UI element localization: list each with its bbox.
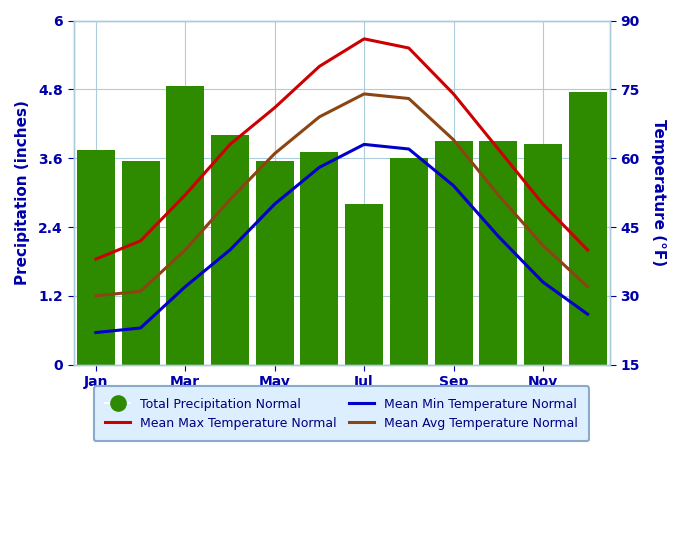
Legend: Total Precipitation Normal, Mean Max Temperature Normal, Mean Min Temperature No: Total Precipitation Normal, Mean Max Tem… xyxy=(94,386,590,441)
Y-axis label: Precipitation (inches): Precipitation (inches) xyxy=(15,100,30,285)
Bar xyxy=(77,149,115,365)
Bar xyxy=(524,144,562,365)
Bar xyxy=(390,158,428,365)
Bar xyxy=(211,135,249,365)
Bar xyxy=(569,92,607,365)
Y-axis label: Temperature (°F): Temperature (°F) xyxy=(651,119,666,266)
Bar xyxy=(166,87,204,365)
Bar xyxy=(479,141,517,365)
Bar xyxy=(122,161,159,365)
Bar xyxy=(345,204,383,365)
Bar xyxy=(300,153,338,365)
Bar xyxy=(255,161,294,365)
Bar xyxy=(434,141,473,365)
